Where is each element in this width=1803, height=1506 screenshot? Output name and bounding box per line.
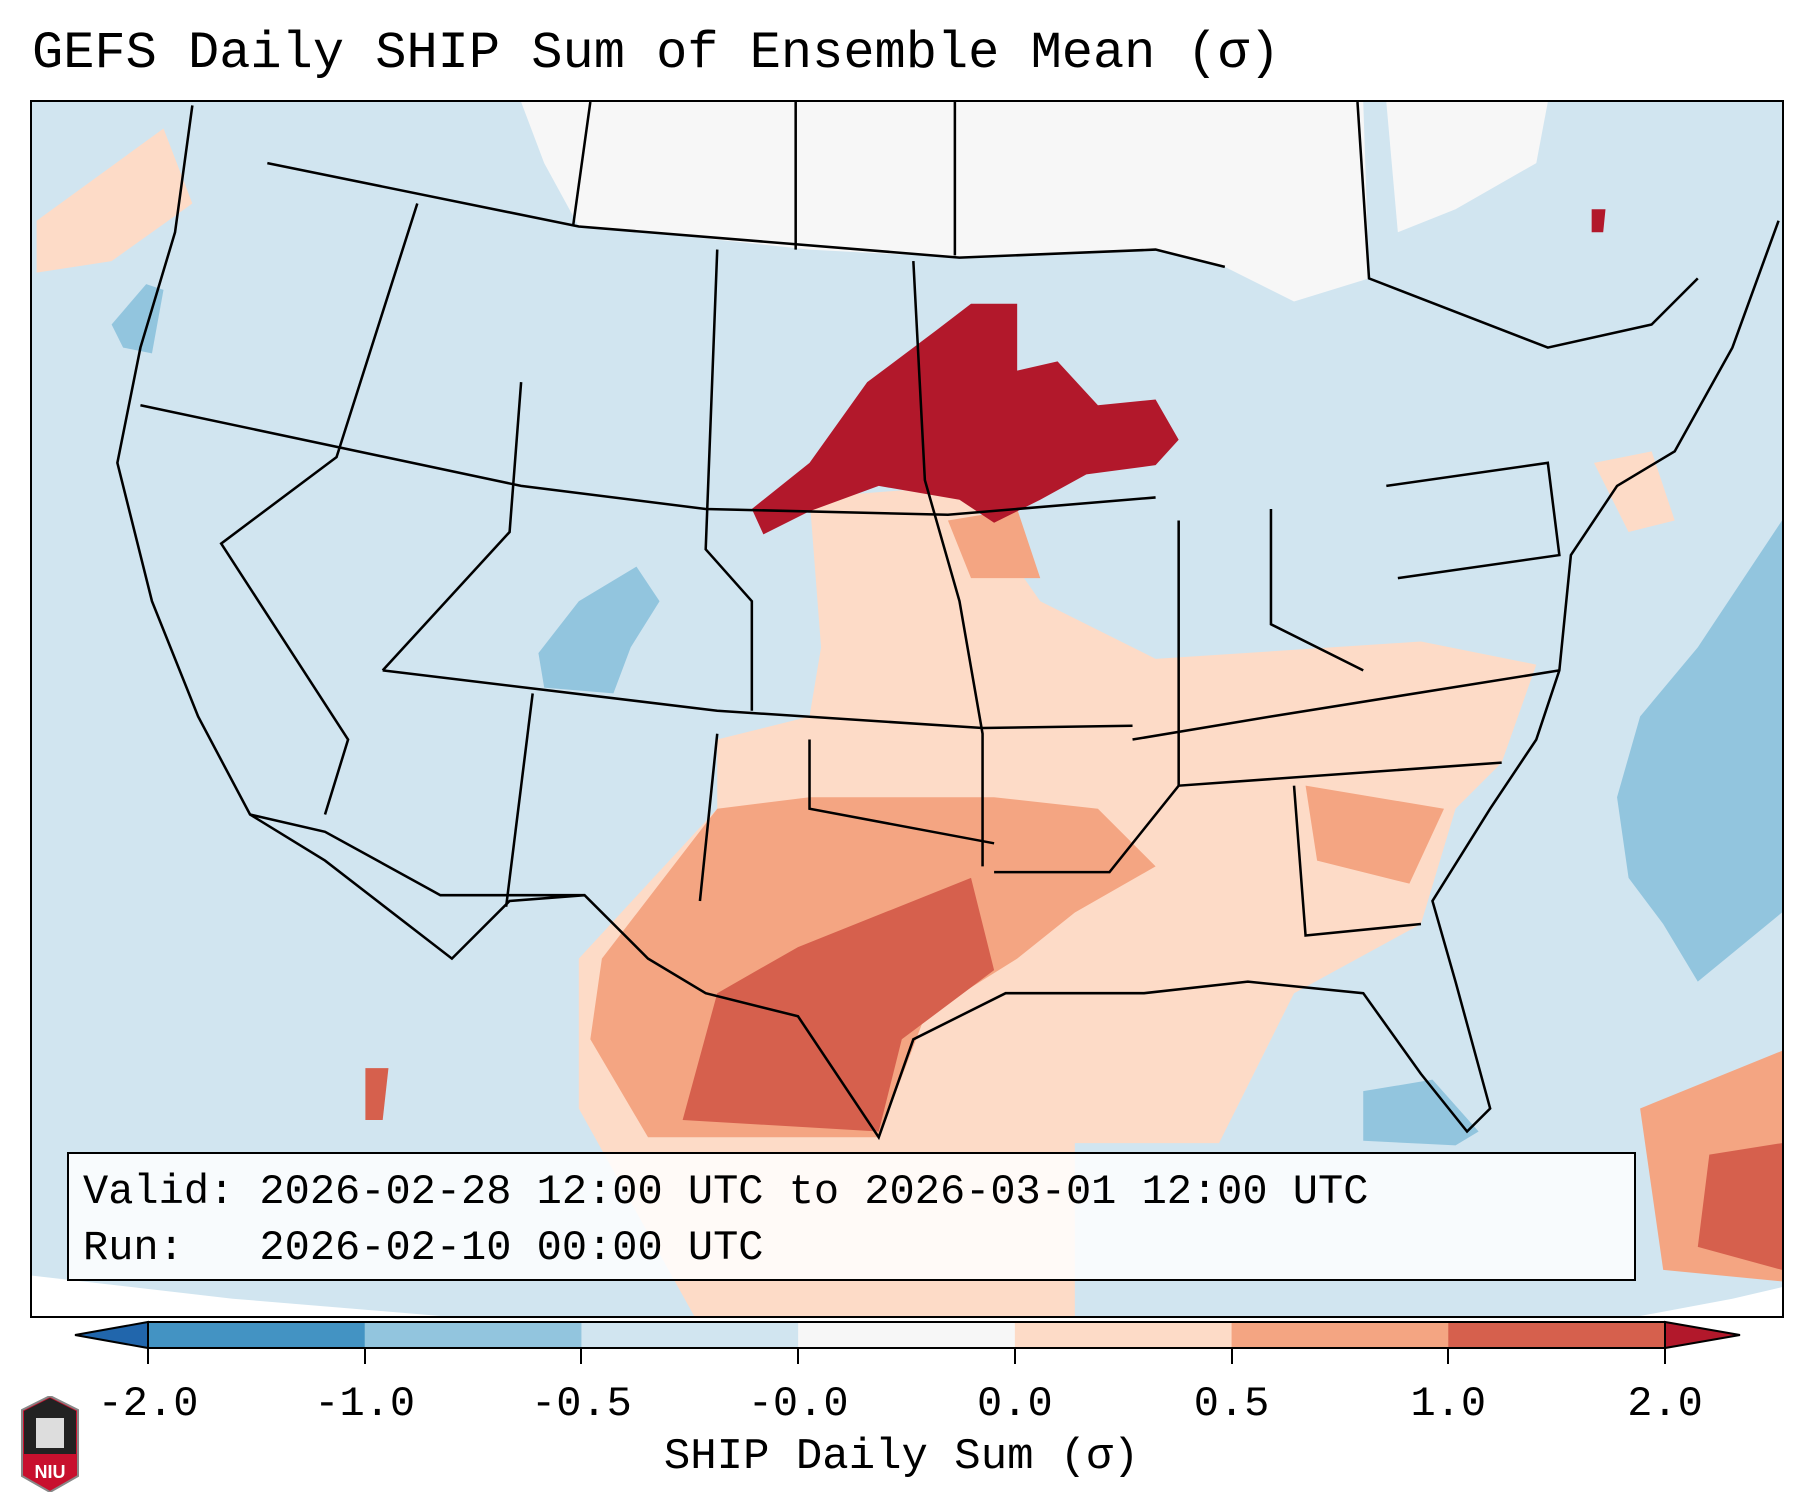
niu-logo: NIU: [21, 1396, 79, 1492]
colorbar-segment: [1448, 1322, 1666, 1348]
negative-anomaly-wa-coast: [111, 284, 164, 354]
ship-anomaly-map: [32, 102, 1782, 1316]
colorbar-under-arrow: [74, 1320, 149, 1350]
colorbar-tick-mark: [1664, 1348, 1666, 1364]
colorbar-tick-label: -0.5: [531, 1380, 632, 1428]
colorbar-tick-label: 2.0: [1627, 1380, 1703, 1428]
moderate-anomaly-georgia: [1305, 785, 1444, 884]
colorbar-segment: [364, 1322, 582, 1348]
colorbar-tick-mark: [797, 1348, 800, 1364]
extreme-anomaly-upper-midwest: [751, 303, 1179, 535]
map-title: GEFS Daily SHIP Sum of Ensemble Mean (σ): [32, 24, 1281, 83]
colorbar-segment: [1231, 1322, 1449, 1348]
colorbar-over-arrow: [1664, 1320, 1741, 1350]
colorbar-segment: [1014, 1322, 1233, 1348]
colorbar-segment: [581, 1322, 799, 1348]
extreme-anomaly-quebec: [1591, 209, 1606, 233]
colorbar-tick-label: 1.0: [1410, 1380, 1487, 1428]
positive-anomaly-pacific-nw: [36, 128, 193, 273]
run-time-text: Run: 2026-02-10 00:00 UTC: [83, 1224, 764, 1272]
colorbar-tick-label: 0.5: [1193, 1380, 1270, 1428]
negative-anomaly-atlantic: [1617, 520, 1782, 982]
colorbar-tick-mark: [147, 1348, 149, 1364]
colorbar-tick-label: 0.0: [977, 1380, 1053, 1428]
positive-anomaly-east: [1593, 451, 1675, 533]
colorbar-tick-mark: [1447, 1348, 1450, 1364]
negative-anomaly-colorado: [538, 566, 660, 694]
map-panel: [30, 100, 1784, 1318]
near-zero-region-canada: [521, 102, 1370, 302]
moderate-anomaly-plains: [947, 508, 1041, 579]
negative-anomaly-florida: [1363, 1079, 1479, 1146]
colorbar-segment: [148, 1322, 366, 1348]
colorbar-segment: [798, 1322, 1016, 1348]
colorbar: [74, 1320, 1741, 1350]
colorbar-tick-label: -0.0: [747, 1380, 849, 1428]
strong-anomaly-caribbean: [1697, 1143, 1782, 1270]
colorbar-tick-label: -1.0: [314, 1380, 416, 1428]
valid-time-text: Valid: 2026-02-28 12:00 UTC to 2026-03-0…: [83, 1168, 1369, 1216]
valid-run-info-box: Valid: 2026-02-28 12:00 UTC to 2026-03-0…: [67, 1152, 1636, 1281]
projection-edge-se: [1640, 1287, 1782, 1316]
colorbar-tick-mark: [580, 1348, 583, 1364]
projection-edge-sw: [32, 1275, 441, 1316]
strong-anomaly-texas: [682, 877, 995, 1132]
svg-text:NIU: NIU: [35, 1462, 66, 1482]
strong-anomaly-baja: [365, 1068, 389, 1121]
colorbar-tick-mark: [363, 1348, 366, 1364]
colorbar-tick-mark: [1230, 1348, 1233, 1364]
colorbar-label: SHIP Daily Sum (σ): [663, 1432, 1140, 1482]
colorbar-tick-label: -2.0: [97, 1380, 199, 1428]
near-zero-region-northeast: [1386, 102, 1548, 233]
colorbar-frame: [147, 1321, 1666, 1349]
colorbar-tick-mark: [1013, 1348, 1016, 1364]
political-boundaries: [116, 102, 1780, 1141]
